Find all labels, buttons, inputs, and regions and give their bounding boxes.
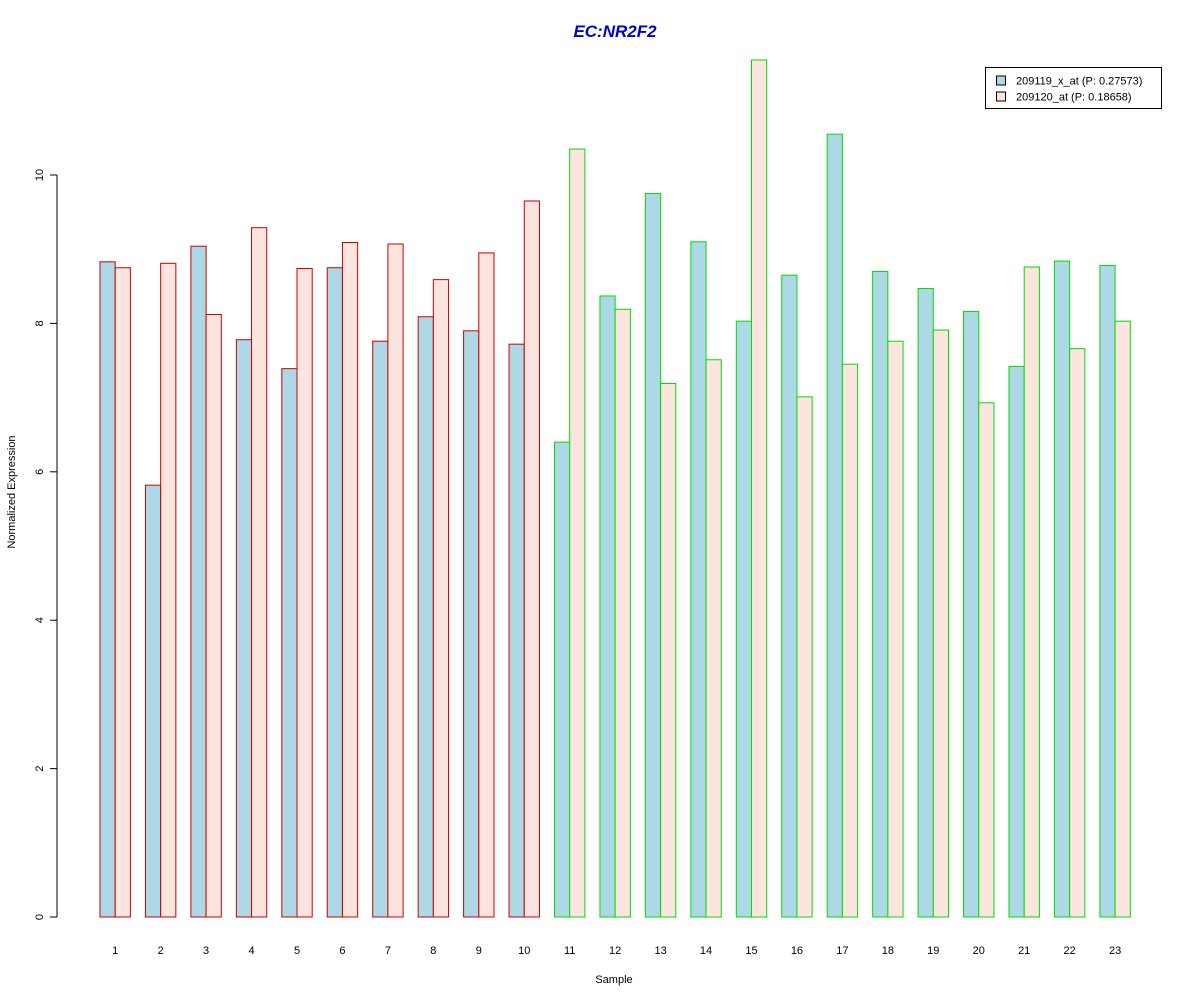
- x-tick-label: 5: [294, 945, 300, 957]
- bar-series-2: [1023, 266, 1040, 918]
- bar-series-1: [417, 316, 434, 918]
- y-tick-label: 8: [34, 320, 46, 326]
- y-tick-label: 2: [34, 766, 46, 772]
- x-tick-label: 15: [745, 945, 757, 957]
- bar-series-2: [1114, 320, 1131, 918]
- bar-series-2: [251, 227, 268, 918]
- bar-series-2: [432, 279, 450, 918]
- bar-series-1: [1053, 260, 1071, 918]
- bar-series-1: [963, 311, 980, 918]
- bar-series-2: [478, 252, 495, 918]
- bar-series-2: [932, 329, 949, 918]
- y-axis: 0 2 4 6 8 10: [34, 169, 58, 920]
- x-tick-label: 23: [1109, 945, 1121, 957]
- bar-series-2: [296, 267, 313, 918]
- bar-series-1: [735, 320, 752, 918]
- x-tick-label: 16: [791, 945, 803, 957]
- x-tick-label: 7: [385, 945, 391, 957]
- legend-label: 209120_at (P: 0.18658): [1016, 92, 1132, 104]
- bar-series-2: [841, 363, 859, 918]
- x-tick-label: 20: [973, 945, 985, 957]
- bar-series-2: [523, 200, 540, 918]
- chart-title: EC:NR2F2: [573, 22, 657, 41]
- x-tick-label: 2: [158, 945, 164, 957]
- x-tick-label: 13: [654, 945, 666, 957]
- bar-series-1: [644, 193, 662, 918]
- bar-series-1: [508, 343, 525, 918]
- y-tick-label: 6: [34, 469, 46, 475]
- bar-series-2: [751, 59, 768, 918]
- bar-series-2: [796, 396, 813, 918]
- x-tick-label: 10: [518, 945, 530, 957]
- bars: [99, 59, 1131, 918]
- bar-series-1: [1008, 365, 1025, 918]
- bar-series-2: [660, 383, 677, 918]
- x-tick-label: 3: [203, 945, 209, 957]
- x-tick-label: 17: [836, 945, 848, 957]
- bar-series-1: [554, 441, 571, 918]
- y-tick-label: 10: [34, 169, 46, 181]
- legend: 209119_x_at (P: 0.27573) 209120_at (P: 0.…: [985, 67, 1162, 109]
- x-tick-label: 6: [339, 945, 345, 957]
- x-tick-label: 4: [248, 945, 254, 957]
- x-tick-label: 12: [609, 945, 621, 957]
- legend-swatch: [996, 91, 1006, 102]
- legend-box: [985, 67, 1162, 109]
- bar-series-1: [917, 288, 934, 918]
- y-tick-label: 0: [34, 914, 46, 920]
- legend-swatch: [996, 75, 1006, 86]
- x-tick-label: 8: [430, 945, 436, 957]
- x-tick-label: 14: [700, 945, 712, 957]
- bar-series-2: [205, 314, 222, 918]
- bar-series-2: [569, 148, 586, 918]
- bar-series-1: [1099, 265, 1116, 918]
- bar-series-2: [1069, 348, 1086, 918]
- y-axis-label: Normalized Expression: [6, 435, 18, 548]
- bar-series-1: [326, 267, 343, 918]
- bar-series-1: [781, 274, 798, 918]
- x-tick-label: 11: [564, 945, 575, 957]
- bar-series-1: [281, 368, 298, 918]
- x-tick-label: 21: [1018, 945, 1030, 957]
- bar-series-1: [463, 330, 480, 918]
- x-tick-label: 22: [1064, 945, 1076, 957]
- x-tick-label: 1: [112, 945, 118, 957]
- x-tick-label: 9: [476, 945, 482, 957]
- bar-series-2: [114, 267, 131, 918]
- bar-series-1: [99, 261, 116, 918]
- y-tick-label: 4: [34, 617, 46, 623]
- legend-label: 209119_x_at (P: 0.27573): [1016, 76, 1142, 88]
- bar-series-1: [190, 245, 207, 918]
- bar-series-2: [160, 262, 177, 918]
- bar-series-2: [705, 359, 722, 918]
- bar-series-2: [341, 242, 359, 918]
- bar-series-1: [826, 133, 843, 918]
- bar-series-1: [144, 484, 162, 918]
- x-tick-label: 18: [882, 945, 894, 957]
- x-axis-label: Sample: [595, 974, 632, 986]
- bar-series-1: [372, 340, 389, 918]
- x-tick-label: 19: [927, 945, 939, 957]
- bar-series-2: [614, 308, 631, 918]
- bar-series-1: [235, 339, 253, 918]
- bar-series-2: [978, 402, 995, 918]
- x-axis: 1 2 3 4 5 6 7 8 9 10 11 12 13 14 15 16 17 18 19 20 21 22 23: [112, 945, 1121, 957]
- bar-series-2: [887, 340, 904, 918]
- bar-series-2: [387, 243, 404, 918]
- bar-series-1: [872, 270, 889, 918]
- bar-series-1: [599, 295, 616, 918]
- bar-series-1: [690, 241, 707, 918]
